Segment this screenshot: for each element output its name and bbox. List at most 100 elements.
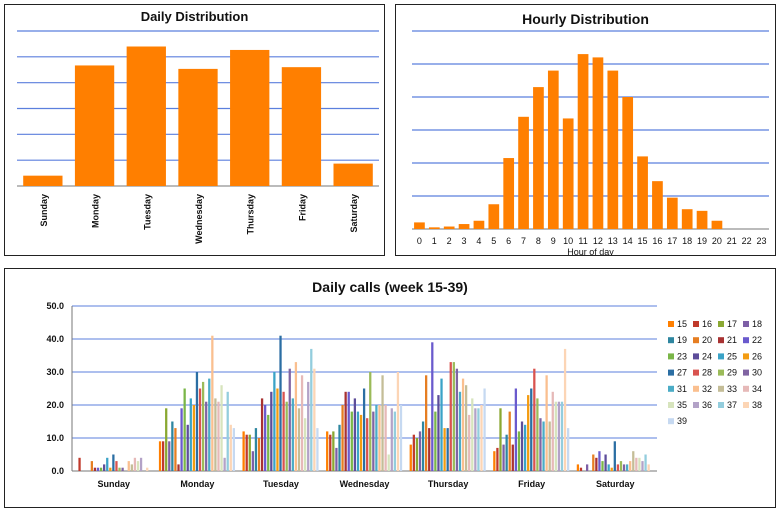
legend-label: 31 [677, 384, 687, 394]
bar [622, 97, 634, 229]
bar [585, 464, 589, 471]
legend-label: 28 [702, 368, 712, 378]
x-tick-label: Friday [518, 479, 545, 489]
bar [242, 431, 245, 471]
bar [396, 372, 400, 471]
x-tick-label: 18 [682, 236, 692, 246]
bar [530, 388, 533, 471]
bar [449, 362, 452, 471]
legend-label: 34 [752, 384, 762, 394]
bar [338, 424, 341, 471]
x-tick-label: Wednesday [194, 194, 204, 244]
bar [644, 454, 647, 471]
legend-swatch [668, 418, 674, 425]
bar [434, 411, 437, 471]
bar [461, 378, 465, 471]
legend-label: 18 [752, 319, 762, 329]
bar [696, 210, 708, 229]
bar [168, 441, 171, 471]
legend-swatch [668, 369, 674, 376]
daily-chart-plot: Sunday Monday Tuesday Wednesday Thursday Frid… [17, 30, 379, 244]
bar [353, 398, 357, 471]
legend-label: 37 [727, 400, 737, 410]
bar [112, 454, 115, 471]
bar [458, 224, 470, 229]
legend-swatch [743, 369, 749, 376]
bar [502, 444, 505, 471]
bar [375, 405, 378, 471]
bar [505, 434, 508, 471]
x-axis-title: Hour of day [567, 247, 614, 255]
legend-label: 32 [702, 384, 712, 394]
bar [598, 451, 601, 471]
bar [189, 398, 192, 471]
bar [557, 401, 561, 471]
legend-swatch [718, 385, 724, 392]
bar [539, 418, 542, 471]
bar [567, 428, 570, 471]
legend-label: 20 [702, 335, 712, 345]
bar [276, 388, 279, 471]
bar [303, 418, 307, 471]
bar [384, 405, 387, 471]
bar [496, 447, 499, 471]
bar [273, 372, 276, 471]
bar [344, 391, 347, 471]
bar [393, 411, 396, 471]
bar [362, 388, 366, 471]
bar [106, 457, 109, 471]
y-tick-label: 20.0 [46, 400, 64, 410]
x-tick-label: Sunday [98, 479, 131, 489]
bar [616, 464, 620, 471]
bar [527, 395, 530, 471]
x-tick-label: Saturday [596, 479, 635, 489]
x-tick-label: 5 [491, 236, 496, 246]
x-tick-label: 21 [727, 236, 737, 246]
legend-label: 16 [702, 319, 712, 329]
x-tick-label: 22 [742, 236, 752, 246]
bar [279, 335, 282, 471]
x-tick-label: Saturday [349, 194, 359, 233]
bar [493, 451, 496, 471]
x-tick-label: Tuesday [142, 194, 152, 230]
bar [158, 441, 162, 471]
bar [595, 457, 598, 471]
bar [579, 467, 583, 471]
bar [458, 391, 462, 471]
bar [499, 408, 502, 471]
x-tick-label: Thursday [428, 479, 469, 489]
legend-label: 39 [677, 416, 687, 426]
x-tick-label: 0 [417, 236, 422, 246]
bar [285, 401, 288, 471]
legend-swatch [693, 353, 699, 360]
bar [477, 408, 480, 471]
bar [542, 421, 545, 471]
bar [230, 49, 270, 186]
bar [248, 434, 251, 471]
bar [415, 438, 419, 471]
bar [637, 156, 648, 229]
bar [635, 457, 638, 471]
bar [372, 411, 375, 471]
legend-swatch [693, 369, 699, 376]
bar [551, 391, 554, 471]
bar [421, 421, 425, 471]
bar [90, 461, 93, 471]
x-tick-label: 12 [593, 236, 603, 246]
bar [711, 220, 723, 229]
bar [517, 431, 521, 471]
legend-swatch [718, 321, 724, 327]
bar [592, 57, 604, 230]
bar [468, 414, 471, 471]
legend-label: 30 [752, 368, 762, 378]
x-tick-label: Monday [180, 479, 214, 489]
bar [523, 424, 527, 471]
bar [133, 457, 137, 471]
bar [356, 411, 360, 471]
legend-label: 23 [677, 351, 687, 361]
bar [267, 414, 270, 471]
bar [622, 464, 626, 471]
x-tick-label: Tuesday [263, 479, 299, 489]
bar [548, 421, 551, 471]
bar [641, 461, 644, 471]
